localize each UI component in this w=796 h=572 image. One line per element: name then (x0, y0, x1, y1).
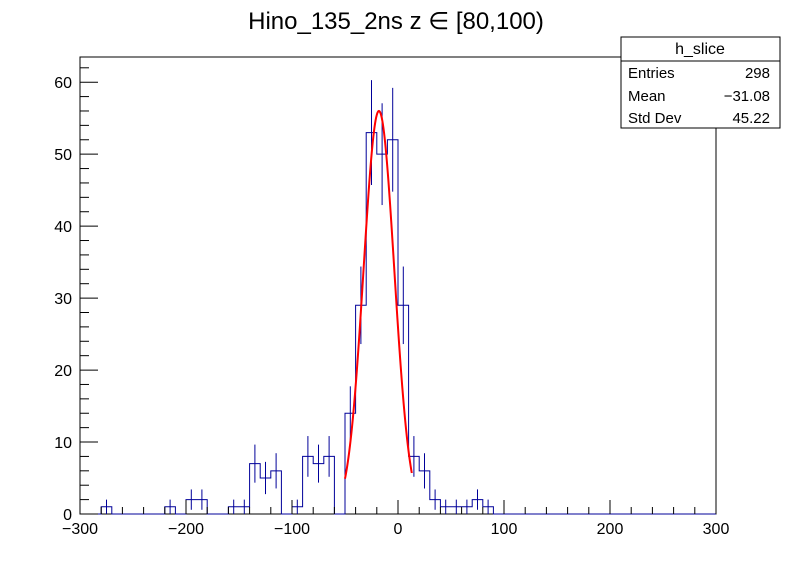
y-tick-label: 10 (54, 435, 72, 452)
y-tick-label: 40 (54, 219, 72, 236)
stats-entries-label: Entries (628, 65, 675, 82)
y-tick-label: 30 (54, 291, 72, 308)
stats-mean-value: −31.08 (724, 88, 770, 105)
y-tick-label: 0 (63, 507, 72, 524)
fit-layer (344, 109, 413, 479)
stats-box: h_slice Entries 298 Mean −31.08 Std Dev … (620, 36, 781, 129)
x-tick-label: −300 (62, 521, 98, 538)
histogram-layer (80, 80, 716, 515)
stats-entries-value: 298 (745, 65, 770, 82)
x-tick-label: 0 (394, 521, 403, 538)
y-tick-label: 20 (54, 363, 72, 380)
stats-box-title: h_slice (675, 41, 725, 58)
axis-layer: −300 −200 −100 0 100 200 300 0 10 20 30 40 50 60 (54, 67, 730, 538)
x-tick-label: 300 (703, 521, 730, 538)
stats-box-frame (620, 36, 781, 129)
x-tick-label: −200 (168, 521, 204, 538)
x-tick-label: 200 (597, 521, 624, 538)
x-tick-label: −100 (274, 521, 310, 538)
x-tick-label: 100 (491, 521, 518, 538)
chart-title: Hino_135_2ns z ∈ [80,100) (248, 8, 544, 35)
stats-mean-label: Mean (628, 88, 666, 105)
gaussian-fit-curve (344, 109, 413, 479)
y-tick-label: 50 (54, 147, 72, 164)
stats-stddev-label: Std Dev (628, 110, 682, 127)
y-tick-label: 60 (54, 75, 72, 92)
stats-stddev-value: 45.22 (732, 110, 770, 127)
